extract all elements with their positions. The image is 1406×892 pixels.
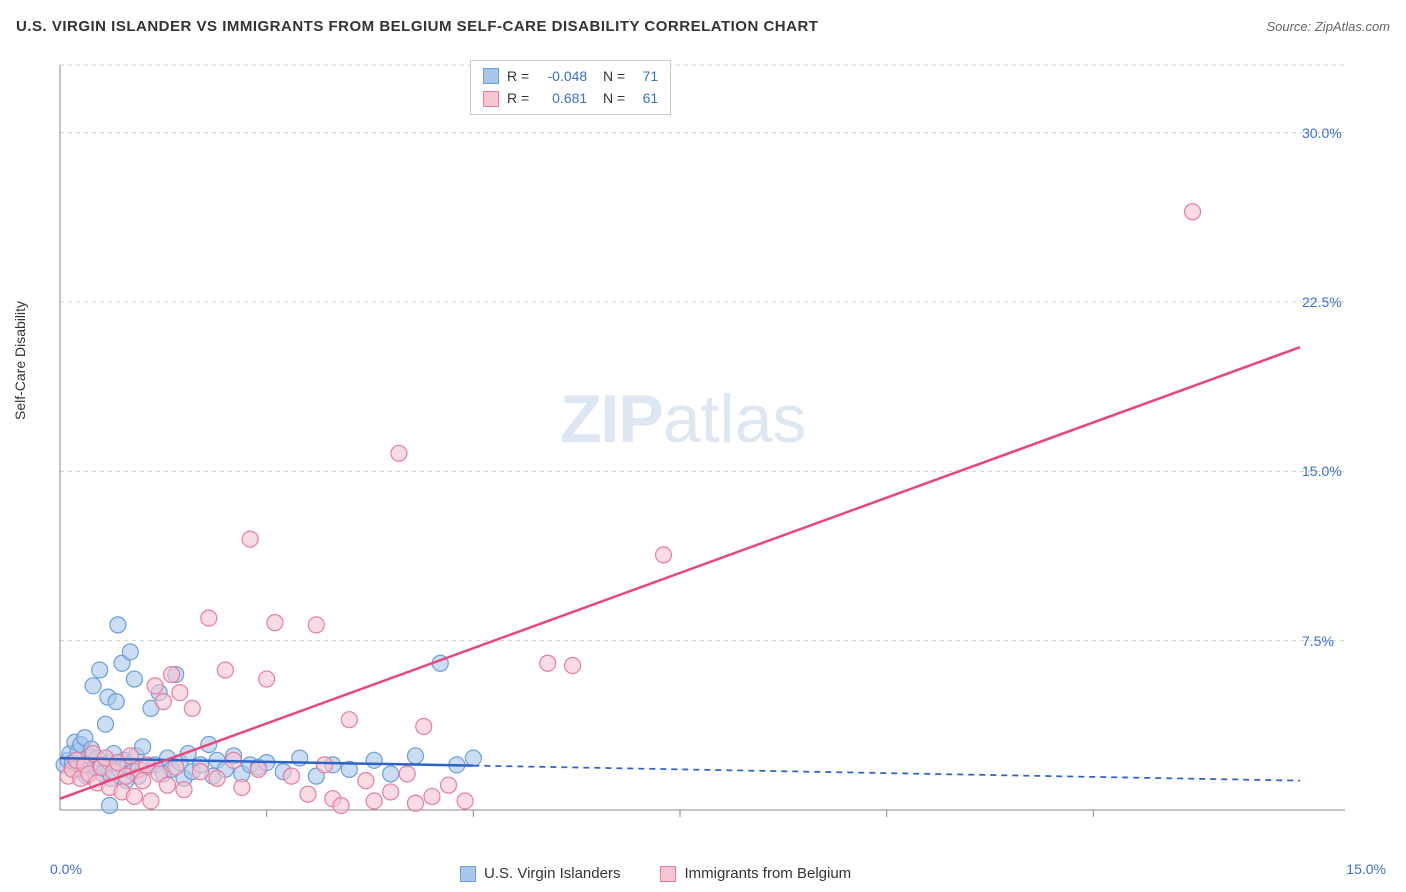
chart-area (55, 55, 1350, 840)
r-label-0: R = (507, 65, 529, 87)
y-axis-label: Self-Care Disability (12, 301, 28, 420)
y-tick-3: 30.0% (1302, 125, 1342, 141)
stats-row-1: R = 0.681 N = 61 (483, 87, 658, 109)
r-value-1: 0.681 (537, 87, 587, 109)
y-tick-2: 22.5% (1302, 294, 1342, 310)
n-value-0: 71 (633, 65, 658, 87)
x-tick-0: 0.0% (50, 861, 82, 877)
legend-item-0: U.S. Virgin Islanders (460, 865, 620, 882)
series-legend: U.S. Virgin Islanders Immigrants from Be… (460, 865, 851, 882)
n-label-0: N = (595, 65, 625, 87)
stats-legend: R = -0.048 N = 71 R = 0.681 N = 61 (470, 60, 671, 115)
stats-row-0: R = -0.048 N = 71 (483, 65, 658, 87)
legend-label-1: Immigrants from Belgium (684, 865, 851, 882)
x-tick-1: 15.0% (1346, 861, 1386, 877)
scatter-chart-svg (55, 55, 1350, 840)
r-label-1: R = (507, 87, 529, 109)
n-label-1: N = (595, 87, 625, 109)
y-tick-1: 15.0% (1302, 463, 1342, 479)
legend-swatch-0 (460, 866, 476, 882)
swatch-series-1 (483, 91, 499, 107)
chart-title: U.S. VIRGIN ISLANDER VS IMMIGRANTS FROM … (16, 18, 818, 35)
r-value-0: -0.048 (537, 65, 587, 87)
legend-item-1: Immigrants from Belgium (660, 865, 851, 882)
source-attribution: Source: ZipAtlas.com (1266, 19, 1390, 34)
header: U.S. VIRGIN ISLANDER VS IMMIGRANTS FROM … (16, 18, 1390, 35)
legend-swatch-1 (660, 866, 676, 882)
n-value-1: 61 (633, 87, 658, 109)
y-tick-0: 7.5% (1302, 633, 1334, 649)
legend-label-0: U.S. Virgin Islanders (484, 865, 620, 882)
swatch-series-0 (483, 68, 499, 84)
